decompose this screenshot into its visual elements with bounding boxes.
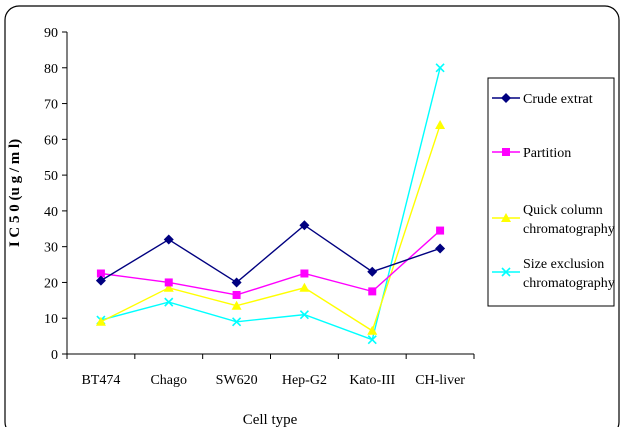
data-point: [435, 120, 446, 130]
x-tick-label: Chago: [150, 373, 187, 388]
y-axis-ticks: 0 10 20 30 40 50 60 70 80 90: [44, 26, 67, 363]
series-square: [96, 226, 445, 299]
data-point: [96, 269, 105, 278]
data-point: [164, 278, 173, 287]
data-point: [367, 325, 378, 335]
y-tick-label: 0: [51, 348, 58, 363]
x-axis-label: Cell type: [243, 412, 298, 427]
legend-marker: [502, 148, 510, 156]
y-tick-label: 80: [44, 62, 58, 77]
series-line: [100, 230, 441, 296]
y-tick-label: 30: [44, 241, 58, 256]
legend: Crude extrat Partition Quick column chromat…: [487, 77, 615, 307]
data-point: [436, 226, 445, 235]
chart-border: [4, 5, 620, 432]
data-point: [95, 275, 106, 286]
legend-entry: Size exclusion chromatography: [492, 257, 615, 291]
legend-label: Size exclusion chromatography: [523, 257, 615, 291]
x-tick-label: SW620: [216, 373, 258, 388]
legend-label: Crude extrat: [523, 92, 593, 107]
y-tick-label: 60: [44, 133, 58, 148]
series-triangle: [95, 120, 446, 335]
legend-entry: Partition: [492, 146, 571, 161]
x-tick-label: Kato-III: [349, 373, 395, 388]
y-axis-label: I C 5 0 (u g / m l): [7, 139, 23, 247]
y-tick-label: 10: [44, 312, 58, 327]
x-axis-ticks: BT474 Chago SW620 Hep-G2 Kato-III CH-liver: [66, 354, 475, 388]
data-point: [95, 316, 106, 326]
legend-marker: [501, 267, 511, 277]
legend-label: Partition: [523, 146, 571, 161]
series-line: [100, 124, 441, 332]
data-point: [367, 266, 378, 277]
y-tick-label: 90: [44, 26, 58, 41]
series-diamond: [95, 220, 446, 288]
y-tick-label: 70: [44, 98, 58, 113]
data-point: [299, 310, 309, 320]
legend-entry: Quick column chromatography: [492, 203, 615, 237]
data-point: [164, 297, 174, 307]
legend-label: Quick column chromatography: [523, 203, 615, 237]
series-layer: [95, 63, 446, 345]
legend-entry: Crude extrat: [492, 92, 593, 107]
y-tick-label: 20: [44, 276, 58, 291]
x-tick-label: BT474: [81, 373, 120, 388]
data-point: [232, 290, 241, 299]
x-tick-label: CH-liver: [415, 373, 465, 388]
data-point: [435, 63, 445, 73]
data-point: [435, 243, 446, 254]
data-point: [163, 282, 174, 292]
data-point: [163, 234, 174, 245]
data-point: [231, 277, 242, 288]
data-point: [231, 300, 242, 310]
data-point: [368, 287, 377, 296]
data-point: [232, 317, 242, 327]
series-line: [100, 224, 441, 284]
legend-marker: [501, 93, 511, 103]
y-tick-label: 40: [44, 205, 58, 220]
y-tick-label: 50: [44, 169, 58, 184]
data-point: [299, 282, 310, 292]
data-point: [367, 335, 377, 345]
x-tick-label: Hep-G2: [282, 373, 327, 388]
data-point: [300, 269, 309, 278]
legend-marker: [501, 213, 511, 222]
data-point: [299, 220, 310, 231]
